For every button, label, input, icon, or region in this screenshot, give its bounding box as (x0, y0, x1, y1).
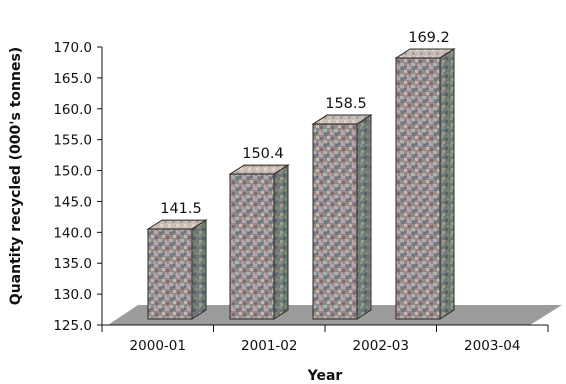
bar-side (273, 164, 289, 320)
bar-side (191, 219, 207, 320)
y-tick-label: 130.0 (53, 287, 92, 303)
y-tick-label: 135.0 (53, 256, 92, 272)
y-axis-title: Quantity recycled (000's tonnes) (8, 47, 24, 305)
x-tick-label: 2002-03 (353, 338, 409, 354)
bar-value-label: 141.5 (160, 201, 202, 217)
bar-front (147, 228, 193, 320)
y-tick-label: 165.0 (53, 71, 92, 87)
bar-front (229, 173, 275, 320)
bar-front (312, 123, 358, 320)
bar (228, 164, 290, 320)
x-tick-label: 2000-01 (130, 338, 186, 354)
bar (311, 114, 373, 320)
y-tick-label: 160.0 (53, 102, 92, 118)
bar-value-label: 150.4 (242, 146, 284, 162)
bar (394, 48, 456, 320)
y-tick-label: 145.0 (53, 194, 92, 210)
x-tick-label: 2001-02 (241, 338, 297, 354)
y-tick-label: 150.0 (53, 164, 92, 180)
bar-value-label: 158.5 (325, 96, 367, 112)
bar-value-label: 169.2 (408, 30, 450, 46)
y-tick-label: 125.0 (53, 318, 92, 334)
bar-front (395, 57, 441, 320)
y-tick-label: 155.0 (53, 133, 92, 149)
y-tick-label: 140.0 (53, 225, 92, 241)
y-tick-label: 170.0 (53, 40, 92, 56)
bar (146, 219, 208, 320)
x-tick-label: 2003-04 (464, 338, 520, 354)
bar-side (439, 48, 455, 320)
bar-side (356, 114, 372, 320)
x-axis-title: Year (307, 368, 343, 384)
